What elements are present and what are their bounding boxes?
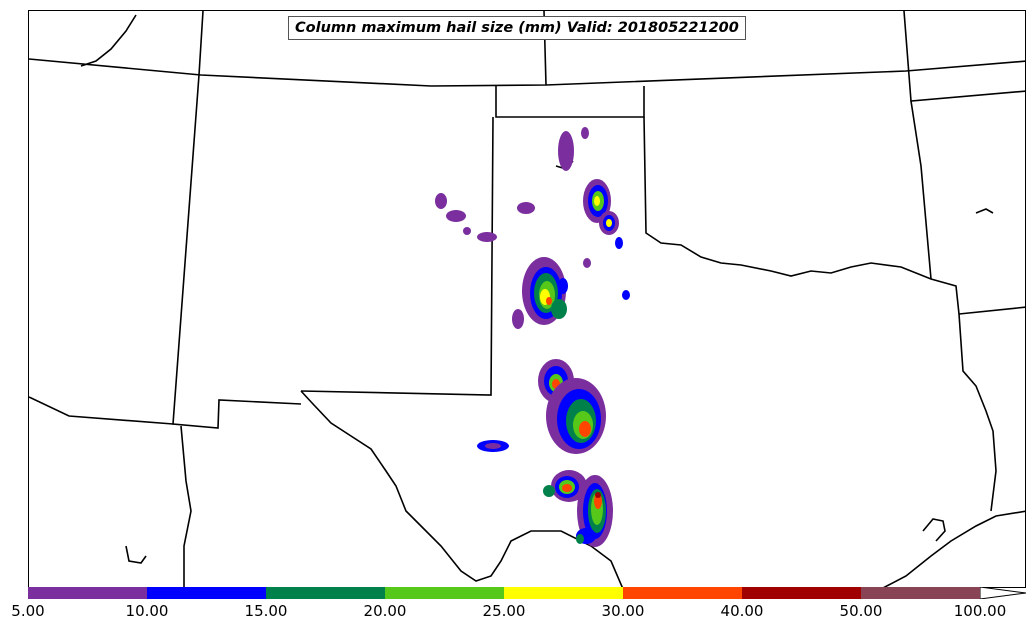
coast-baja (125, 545, 147, 564)
hail-contours (435, 127, 630, 547)
colorbar-labels: 5.00 10.00 15.00 20.00 25.00 30.00 40.00 50.00 1… (0, 602, 1036, 626)
border-az-nm (29, 396, 174, 425)
colorbar-segment (147, 587, 266, 599)
hail-contour (517, 202, 535, 214)
hail-contour (595, 492, 601, 498)
hail-contour (558, 278, 568, 294)
colorbar-tick-label: 40.00 (720, 602, 764, 620)
lake-oh (975, 208, 994, 214)
coast-gulf (883, 510, 1025, 587)
hail-contour (551, 299, 567, 319)
state-borders (29, 11, 1025, 587)
colorbar-tick-label: 5.00 (11, 602, 45, 620)
colorbar-tick-label: 15.00 (244, 602, 288, 620)
map-title-text: Column maximum hail size (mm) Valid: 201… (295, 20, 739, 36)
colorbar-tick-label: 100.00 (953, 602, 1007, 620)
hail-contour (579, 421, 591, 437)
coast-tx-bay (922, 518, 946, 542)
hail-contour (477, 232, 497, 242)
colorbar-extension (980, 587, 1026, 599)
hail-contour (583, 258, 591, 268)
border-ks-ne (29, 58, 1025, 87)
border-texas-south (300, 390, 624, 587)
hail-contour (485, 443, 501, 449)
colorbar (28, 587, 1026, 599)
hail-contour (562, 484, 572, 492)
colorbar-segment (28, 587, 147, 599)
border-ok-ks (495, 86, 645, 118)
lake-ne (80, 14, 137, 67)
hail-contour (512, 309, 524, 329)
border-ks-co (172, 11, 302, 429)
hail-contour (558, 131, 574, 171)
colorbar-segment (623, 587, 742, 599)
hail-contour (435, 193, 447, 209)
hail-contour (606, 219, 612, 227)
hail-contour (446, 210, 466, 222)
hail-contour (622, 290, 630, 300)
map-title: Column maximum hail size (mm) Valid: 201… (288, 16, 746, 40)
hail-contour (581, 127, 589, 139)
border-texas (300, 116, 997, 512)
hail-contour (576, 534, 584, 544)
map-canvas (29, 11, 1025, 587)
colorbar-tick-label: 10.00 (125, 602, 169, 620)
border-mo-ks (903, 11, 1025, 102)
colorbar-tick-label: 50.00 (839, 602, 883, 620)
colorbar-segment (504, 587, 623, 599)
border-ar-la (958, 306, 1025, 315)
colorbar-tick-label: 30.00 (601, 602, 645, 620)
colorbar-segment (266, 587, 385, 599)
hail-contour (463, 227, 471, 235)
hail-contour (546, 297, 552, 305)
border-ca-az (180, 425, 192, 587)
colorbar-segment (742, 587, 861, 599)
colorbar-segment (861, 587, 980, 599)
hail-contour (615, 237, 623, 249)
hail-contour (543, 485, 555, 497)
border-ok-ar (910, 100, 932, 280)
colorbar-tick-label: 25.00 (482, 602, 526, 620)
map-panel (28, 10, 1026, 588)
colorbar-tick-label: 20.00 (363, 602, 407, 620)
hail-contour (594, 196, 600, 206)
colorbar-segment (385, 587, 504, 599)
